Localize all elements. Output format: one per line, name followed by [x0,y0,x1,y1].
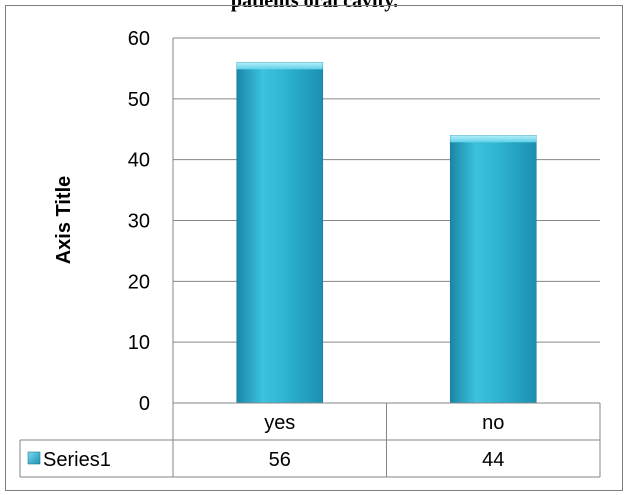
legend-swatch [27,451,41,465]
chart-area-border [5,5,623,491]
y-axis-ticks: 0 10 20 30 40 50 60 [128,28,150,415]
x-category-label: yes [264,412,295,434]
bar-cap [236,62,323,70]
data-table-value: 56 [269,449,291,471]
bar [449,135,537,404]
y-tick-label: 10 [128,332,150,354]
bar-body [236,62,324,404]
data-table: yes no Series1 56 44 [19,402,601,478]
y-tick-label: 40 [128,150,150,172]
y-tick-label: 20 [128,271,150,293]
series-name: Series1 [43,449,111,471]
bar [236,62,324,404]
chart-title: patients oral cavity. [230,0,399,12]
bars [236,62,537,404]
y-tick-label: 30 [128,211,150,233]
y-tick-label: 0 [139,393,150,415]
data-table-value: 44 [482,449,504,471]
y-tick-label: 50 [128,89,150,111]
y-axis-title: Axis Title [53,176,75,265]
bar-body [449,135,537,404]
x-category-label: no [482,412,504,434]
bar-cap [450,135,537,143]
y-tick-label: 60 [128,28,150,50]
